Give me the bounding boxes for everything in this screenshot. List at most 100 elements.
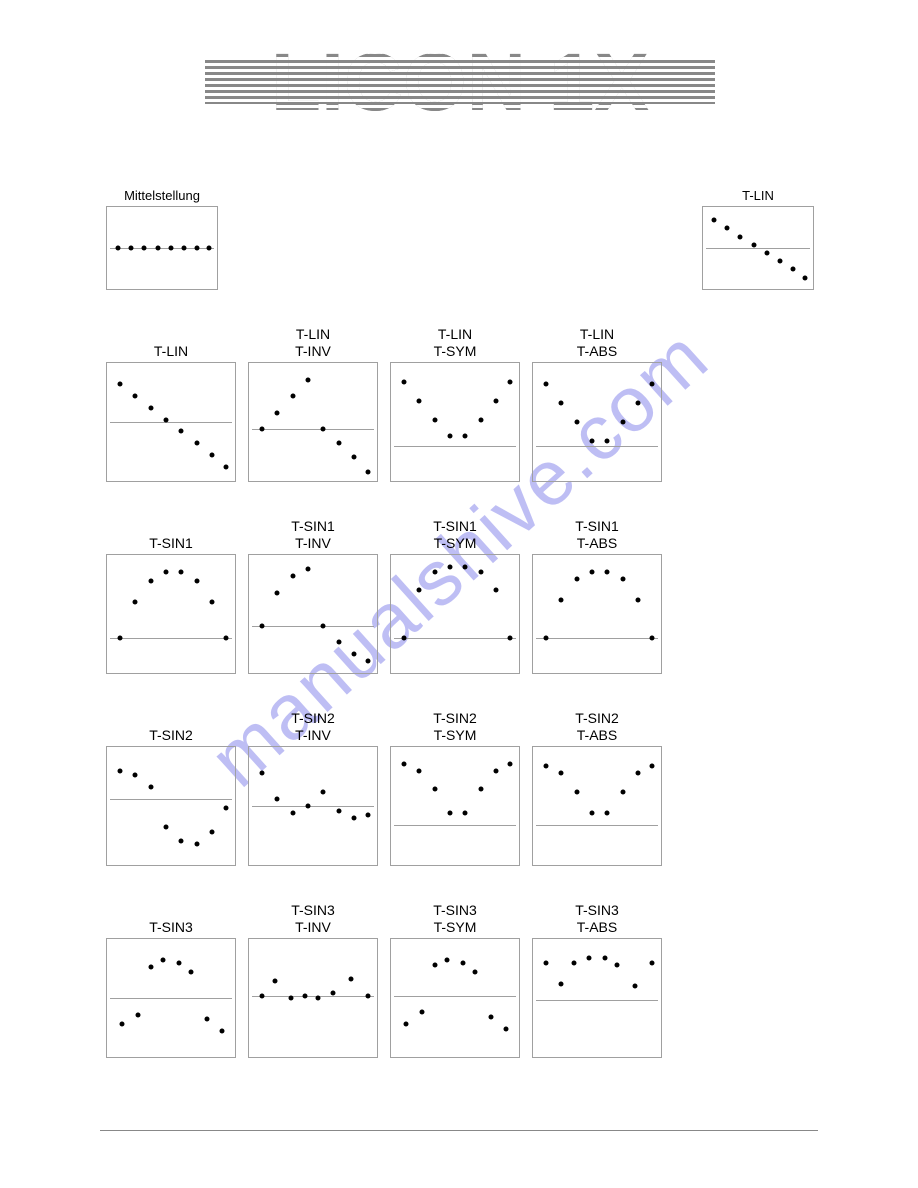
dot (163, 569, 168, 574)
dot (559, 981, 564, 986)
dot (587, 955, 592, 960)
dot (366, 813, 371, 818)
plot-box (106, 362, 236, 482)
dot (447, 564, 452, 569)
label: T-SIN1 (291, 518, 335, 535)
dot (432, 962, 437, 967)
cell: T-SIN1T-INV (248, 516, 378, 674)
dot (133, 394, 138, 399)
dot (635, 401, 640, 406)
dot (220, 1029, 225, 1034)
dot (559, 770, 564, 775)
plot-box (248, 362, 378, 482)
dot (508, 379, 513, 384)
dot (419, 1010, 424, 1015)
grid-row: T-SIN1T-SIN1T-INVT-SIN1T-SYMT-SIN1T-ABS (106, 516, 814, 674)
dot (117, 768, 122, 773)
dot (305, 567, 310, 572)
label: T-SIN1 (575, 518, 619, 535)
dot (605, 811, 610, 816)
label: T-SYM (434, 727, 477, 744)
label: T-ABS (577, 343, 617, 360)
dot (605, 438, 610, 443)
label: T-SIN3 (291, 902, 335, 919)
label: T-INV (295, 535, 331, 552)
dot (650, 960, 655, 965)
dot (432, 787, 437, 792)
dot (488, 1014, 493, 1019)
dot (321, 623, 326, 628)
dot (135, 1012, 140, 1017)
dot (163, 825, 168, 830)
dot (447, 434, 452, 439)
dot (290, 574, 295, 579)
label: T-SYM (434, 535, 477, 552)
dot (478, 417, 483, 422)
dot (493, 768, 498, 773)
dot (133, 773, 138, 778)
logo: LICON 1X LICON 1X (205, 30, 715, 125)
dot (543, 960, 548, 965)
dot (336, 808, 341, 813)
dot (259, 427, 264, 432)
label: T-ABS (577, 727, 617, 744)
dot (224, 635, 229, 640)
dot (366, 469, 371, 474)
dot (615, 962, 620, 967)
dot (148, 578, 153, 583)
dot (650, 382, 655, 387)
dot (559, 597, 564, 602)
dot (303, 993, 308, 998)
dot (336, 640, 341, 645)
cell-tlin-top: T-LIN (702, 168, 814, 290)
dot (571, 960, 576, 965)
dot (738, 234, 743, 239)
dot (224, 806, 229, 811)
dot (168, 246, 173, 251)
dot (148, 965, 153, 970)
dot (155, 246, 160, 251)
dot (142, 246, 147, 251)
plot-box (248, 746, 378, 866)
dot (602, 955, 607, 960)
dot (504, 1026, 509, 1031)
dot (194, 578, 199, 583)
dot (778, 259, 783, 264)
dot (290, 811, 295, 816)
dot (401, 635, 406, 640)
label: T-INV (295, 727, 331, 744)
label: T-SIN1 (149, 535, 193, 552)
cell: T-SIN3T-SYM (390, 900, 520, 1058)
dot (351, 815, 356, 820)
label: T-INV (295, 919, 331, 936)
dot (559, 401, 564, 406)
dot (321, 789, 326, 794)
content: Mittelstellung T-LIN T-LINT-LINT-INVT-LI… (106, 168, 814, 1092)
dot (463, 434, 468, 439)
dot (473, 970, 478, 975)
dot (635, 770, 640, 775)
dot (574, 789, 579, 794)
dot (574, 420, 579, 425)
cell: T-SIN2T-ABS (532, 708, 662, 866)
top-row: Mittelstellung T-LIN (106, 168, 814, 290)
cell: T-SIN2T-SYM (390, 708, 520, 866)
dot (478, 787, 483, 792)
dot (290, 394, 295, 399)
label: T-SIN2 (149, 727, 193, 744)
dot (259, 623, 264, 628)
dot (179, 839, 184, 844)
dot (620, 420, 625, 425)
dot (133, 600, 138, 605)
dot (508, 761, 513, 766)
cell: T-SIN1T-SYM (390, 516, 520, 674)
dot (163, 417, 168, 422)
dot (275, 410, 280, 415)
cell: T-SIN2T-INV (248, 708, 378, 866)
dot (366, 659, 371, 664)
dot (366, 993, 371, 998)
dot (117, 635, 122, 640)
plot-box (532, 554, 662, 674)
dot (447, 811, 452, 816)
plot-box (390, 362, 520, 482)
